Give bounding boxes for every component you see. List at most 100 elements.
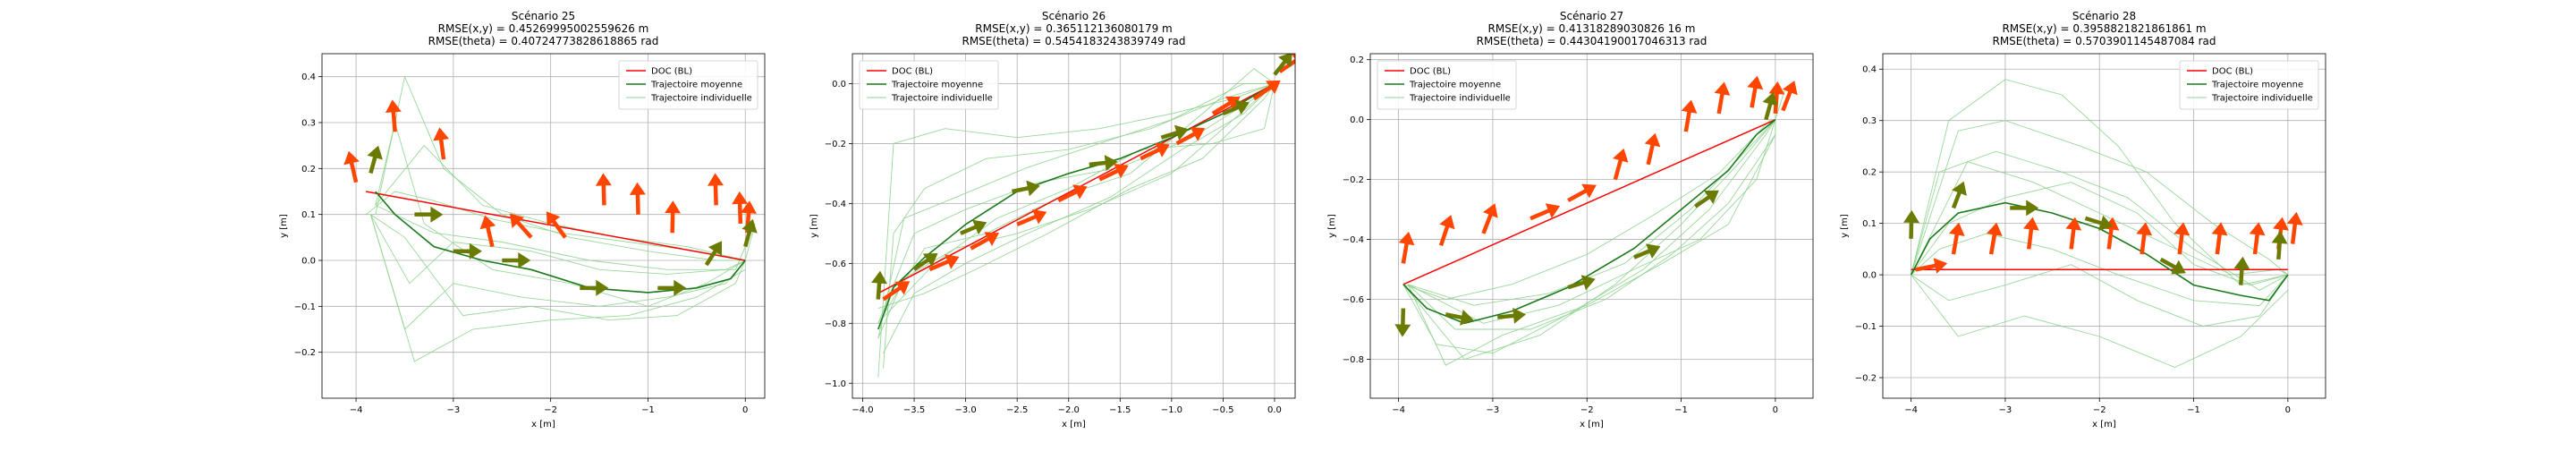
individual-trajectory-line [1402, 119, 1776, 354]
mean-orientation-arrow [1567, 275, 1596, 291]
y-tick-label: 0.2 [1350, 55, 1364, 65]
legend-entry: Trajectoire moyenne [891, 81, 983, 90]
doc-orientation-arrow [2286, 211, 2303, 244]
individual-trajectory-line [1407, 89, 1785, 324]
y-tick-label: 0.0 [832, 80, 846, 89]
y-tick-label: 0.0 [301, 257, 316, 267]
doc-orientation-arrow [970, 232, 999, 251]
x-tick-label: −1 [1674, 405, 1688, 415]
y-tick-label: 0.2 [1862, 168, 1877, 178]
x-tick-label: 0 [742, 405, 748, 415]
doc-orientation-arrow [629, 182, 646, 215]
x-tick-label: −3 [1487, 405, 1500, 415]
x-tick-label: 0 [2285, 405, 2291, 415]
doc-orientation-arrow [2174, 222, 2190, 255]
y-tick-label: −0.2 [1343, 175, 1364, 185]
mean-orientation-arrow [502, 252, 531, 268]
x-tick-label: −4 [350, 405, 363, 415]
individual-trajectory-line [370, 214, 746, 321]
mean-orientation-arrow [912, 253, 938, 271]
doc-orientation-arrow [1781, 81, 1798, 112]
y-axis-label: y [m] [1840, 214, 1850, 238]
legend-entry: DOC (BL) [651, 67, 692, 77]
legend-box [618, 60, 758, 110]
individual-trajectory-line [1402, 119, 1776, 361]
individual-trajectory-line [883, 83, 1275, 318]
y-tick-label: −0.2 [294, 348, 316, 358]
y-axis-label: y [m] [1327, 214, 1337, 238]
x-axis-label: x [m] [1062, 420, 1086, 430]
individual-trajectory-line [369, 214, 746, 330]
mean-orientation-arrow [1394, 308, 1411, 337]
x-tick-label: −2.5 [1006, 405, 1028, 415]
y-tick-label: −0.6 [825, 260, 846, 269]
chart-title-line: Scénario 27 [1560, 10, 1623, 22]
mean-trajectory-line [375, 191, 746, 294]
individual-trajectory-line [1407, 119, 1776, 330]
doc-orientation-arrow [1915, 258, 1948, 274]
x-tick-label: −4 [1392, 405, 1405, 415]
chart-title-line: RMSE(theta) = 0.5454183243839749 rad [962, 35, 1185, 47]
individual-trajectory-line [877, 83, 1275, 339]
plot-area [871, 54, 1295, 378]
y-tick-label: 0.1 [1862, 219, 1877, 229]
y-tick-label: 0.3 [1862, 116, 1877, 126]
individual-trajectory-line [1407, 119, 1776, 306]
mean-orientation-arrow [1273, 54, 1292, 76]
x-tick-label: −1.5 [1109, 405, 1131, 415]
individual-trajectory-line [1911, 120, 2289, 276]
doc-orientation-arrow [1098, 163, 1129, 182]
doc-orientation-arrow [1567, 183, 1597, 202]
y-tick-label: 0.2 [301, 165, 316, 174]
doc-orientation-arrow [2249, 222, 2266, 255]
chart-title-line: Scénario 25 [512, 10, 575, 22]
mean-orientation-arrow [1633, 243, 1661, 260]
y-tick-label: 0.3 [301, 119, 316, 129]
legend-entry: DOC (BL) [2212, 67, 2253, 77]
doc-orientation-arrow [1613, 148, 1629, 181]
individual-trajectory-line [877, 68, 1275, 324]
mean-orientation-arrow [2233, 256, 2250, 285]
mean-orientation-arrow [1012, 180, 1040, 197]
chart-title-line: RMSE(x,y) = 0.3958821821861861 m [2002, 22, 2206, 35]
x-tick-label: −2 [1580, 405, 1594, 415]
chart-panel-2: −4.0 −3.5 −3.0 −2.5 −2.0 −1.5 −1.0 −0.5 0.0 −1.0 −… [809, 10, 1296, 430]
chart-panel-1: −4 −3 −2 −1 0 −0.2 −0.1 0.0 0.1 0.2 0.3 0.4 x [m] y [… [279, 10, 766, 430]
mean-orientation-arrow [960, 219, 987, 235]
legend: DOC (BL) Trajectoire moyenne Trajectoire i… [2179, 60, 2319, 110]
x-tick-label: −3.5 [903, 405, 925, 415]
axes-frame [321, 53, 766, 399]
legend-box [2179, 60, 2319, 110]
chart-panel-3: −4 −3 −2 −1 0 −0.8 −0.6 −0.4 −0.2 0.0 0.2 x [m] y [m… [1327, 10, 1814, 430]
doc-orientation-arrow [1016, 209, 1047, 226]
doc-orientation-arrow [1987, 222, 2003, 255]
chart-panel-4: −4 −3 −2 −1 0 −0.2 −0.1 0.0 0.1 0.2 0.3 0.4 x [m] y [… [1840, 10, 2326, 430]
x-tick-label: −3 [446, 405, 460, 415]
mean-orientation-arrow [657, 279, 687, 296]
y-tick-label: −0.2 [1855, 374, 1877, 384]
doc-orientation-arrow [546, 211, 567, 239]
axes-frame [852, 53, 1296, 399]
doc-orientation-arrow [433, 127, 450, 160]
axes-frame [1882, 53, 2326, 399]
doc-orientation-arrow [479, 215, 496, 248]
individual-trajectory-line [883, 83, 1275, 354]
doc-orientation-arrow [882, 281, 911, 302]
doc-orientation-arrow [2211, 222, 2228, 255]
individual-trajectory-line [877, 83, 1275, 339]
mean-trajectory-line [877, 82, 1275, 330]
doc-orientation-arrow [385, 99, 402, 132]
mean-orientation-arrow [871, 270, 887, 300]
mean-orientation-arrow [2084, 215, 2113, 231]
legend-entry: Trajectoire moyenne [650, 81, 742, 90]
x-tick-label: 0 [1773, 405, 1778, 415]
x-axis-label: x [m] [2092, 420, 2116, 430]
plot-area [1903, 79, 2303, 368]
y-tick-label: 0.4 [301, 72, 316, 82]
x-tick-label: −2.0 [1058, 405, 1080, 415]
chart-title-line: Scénario 28 [2072, 10, 2136, 22]
x-tick-label: 0.0 [1267, 405, 1282, 415]
mean-orientation-arrow [1951, 181, 1967, 209]
legend: DOC (BL) Trajectoire moyenne Trajectoire i… [1377, 60, 1517, 110]
doc-orientation-arrow [595, 173, 612, 206]
